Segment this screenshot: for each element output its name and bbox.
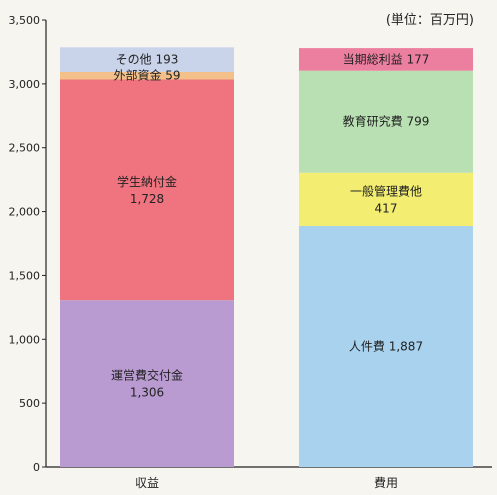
segment-label: 外部資金 59 [113, 68, 180, 83]
bar-segment [299, 172, 473, 227]
segment-name-label: 一般管理費他 [350, 183, 422, 198]
segment-name-label: 運営費交付金 [111, 368, 183, 383]
bar-segment [299, 226, 473, 467]
y-tick-label: 500 [19, 397, 40, 410]
y-tick-label: 2,000 [9, 206, 41, 219]
y-tick-label: 3,000 [9, 78, 41, 91]
segment-label: 当期総利益 177 [343, 52, 430, 66]
x-category-label: 収益 [135, 476, 159, 490]
bar-segment [60, 79, 234, 301]
y-tick-label: 2,500 [9, 142, 41, 155]
bar-segment [60, 47, 234, 72]
segment-label: 人件費 1,887 [349, 339, 423, 354]
bar-segment [299, 70, 473, 173]
bar-segment [60, 300, 234, 467]
segment-value-label: 1,728 [130, 192, 164, 206]
bar-segment [60, 71, 234, 80]
segment-label: その他 193 [116, 53, 179, 67]
y-tick-label: 1,500 [9, 269, 41, 282]
segment-name-label: 学生納付金 [117, 174, 177, 189]
bar-segment [299, 48, 473, 71]
segment-value-label: 1,306 [130, 386, 164, 400]
y-tick-label: 0 [33, 461, 40, 474]
axis-layer: 0 500 1,000 1,500 2,000 2,500 3,000 3,500 [9, 14, 492, 474]
segment-label: 教育研究費 799 [343, 114, 430, 129]
x-category-label: 費用 [374, 475, 398, 490]
y-tick-label: 1,000 [9, 333, 41, 346]
bars-layer [60, 47, 473, 467]
y-tick-label: 3,500 [9, 14, 41, 27]
unit-label: (単位：百万円) [386, 12, 474, 28]
segment-value-label: 417 [375, 201, 398, 215]
